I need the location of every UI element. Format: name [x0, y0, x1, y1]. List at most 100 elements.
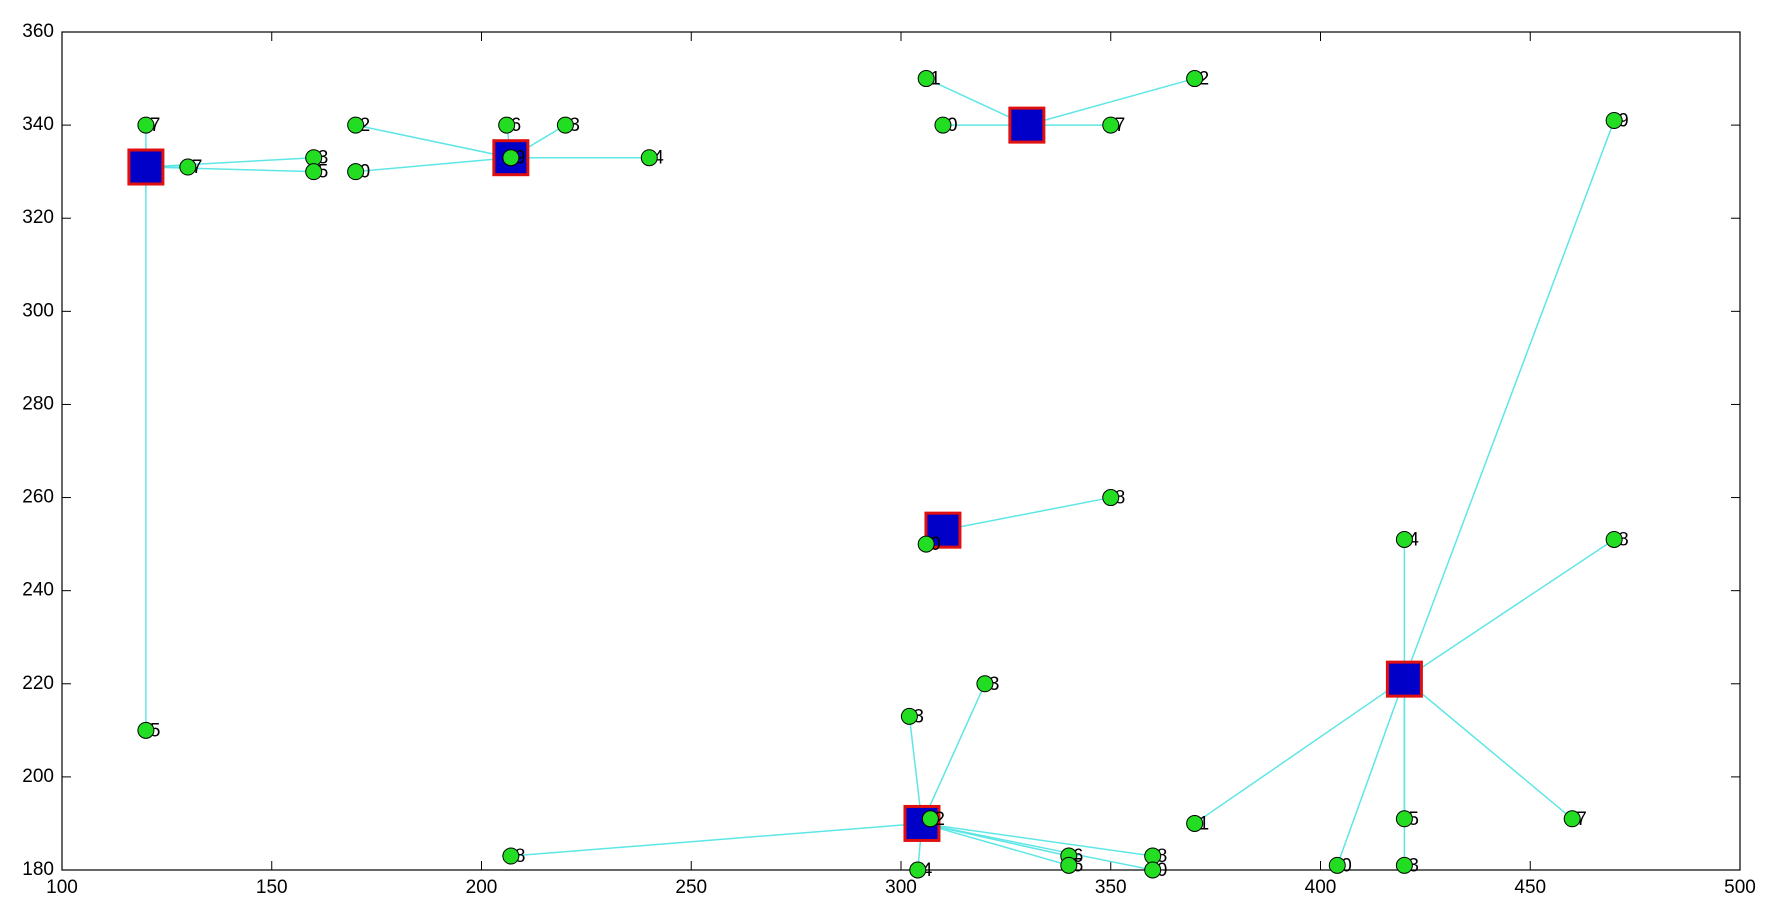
- link: [1403, 678, 1573, 820]
- x-tick-label: 150: [256, 877, 288, 898]
- y-tick-label: 340: [22, 114, 54, 135]
- link: [355, 124, 512, 159]
- point: [1144, 861, 1162, 879]
- point-label: 3: [1408, 855, 1419, 876]
- point-label: 1: [930, 69, 941, 90]
- point: [179, 158, 197, 176]
- point: [976, 675, 994, 693]
- point-label: 7: [192, 157, 203, 178]
- point-label: 3: [569, 115, 580, 136]
- link: [921, 822, 1153, 857]
- point: [1395, 856, 1413, 874]
- point-label: 0: [1341, 855, 1352, 876]
- y-tick-label: 280: [22, 393, 54, 414]
- point-label: 3: [989, 674, 1000, 695]
- point-label: 3: [318, 148, 329, 169]
- point: [1328, 856, 1346, 874]
- point: [556, 116, 574, 134]
- y-tick-label: 260: [22, 487, 54, 508]
- link: [1194, 678, 1405, 825]
- link: [1026, 77, 1195, 126]
- link: [510, 822, 923, 857]
- y-tick-label: 300: [22, 300, 54, 321]
- point: [1395, 810, 1413, 828]
- link: [145, 166, 314, 173]
- link: [921, 822, 1153, 871]
- point: [502, 149, 520, 167]
- cluster-center: [1385, 660, 1423, 698]
- point-label: 1: [1199, 813, 1210, 834]
- point: [137, 721, 155, 739]
- link: [355, 156, 511, 173]
- link: [1403, 120, 1615, 680]
- point: [917, 535, 935, 553]
- point: [934, 116, 952, 134]
- x-tick-label: 200: [466, 877, 498, 898]
- link: [921, 683, 986, 824]
- link: [1403, 538, 1615, 680]
- y-tick-label: 240: [22, 580, 54, 601]
- point-label: 2: [360, 115, 371, 136]
- point-label: 9: [1618, 110, 1629, 131]
- y-tick-label: 220: [22, 673, 54, 694]
- x-tick-label: 450: [1514, 877, 1546, 898]
- point: [502, 847, 520, 865]
- point-label: 9: [515, 148, 526, 169]
- link: [1336, 678, 1406, 866]
- point-label: 4: [653, 148, 664, 169]
- point: [640, 149, 658, 167]
- point: [917, 70, 935, 88]
- point: [1186, 70, 1204, 88]
- point-label: 8: [515, 846, 526, 867]
- plot-frame: [61, 31, 1741, 871]
- x-tick-label: 400: [1305, 877, 1337, 898]
- point: [305, 163, 323, 181]
- y-tick-label: 360: [22, 21, 54, 42]
- point: [909, 861, 927, 879]
- cluster-center: [1008, 106, 1046, 144]
- link: [921, 822, 1070, 867]
- point-label: 8: [1618, 529, 1629, 550]
- point-label: 2: [1199, 69, 1210, 90]
- y-tick-label: 180: [22, 859, 54, 880]
- link: [145, 156, 314, 168]
- point-label: 5: [150, 720, 161, 741]
- x-tick-label: 250: [675, 877, 707, 898]
- link: [942, 496, 1111, 531]
- point-label: 6: [511, 115, 522, 136]
- point-label: 0: [1157, 860, 1168, 881]
- point-label: 8: [1115, 488, 1126, 509]
- point-label: 5: [318, 162, 329, 183]
- point-label: 5: [1408, 809, 1419, 830]
- point-label: 7: [1115, 115, 1126, 136]
- x-tick-label: 300: [885, 877, 917, 898]
- point-label: 6: [1073, 846, 1084, 867]
- point-label: 5: [1073, 855, 1084, 876]
- point-label: 0: [930, 534, 941, 555]
- point: [921, 810, 939, 828]
- point-label: 3: [913, 706, 924, 727]
- point: [1605, 111, 1623, 129]
- x-tick-label: 350: [1095, 877, 1127, 898]
- point: [137, 116, 155, 134]
- point: [347, 163, 365, 181]
- point-label: 7: [1576, 809, 1587, 830]
- point: [1060, 856, 1078, 874]
- point: [347, 116, 365, 134]
- point-label: 7: [150, 115, 161, 136]
- y-tick-label: 320: [22, 207, 54, 228]
- point-label: 2: [934, 809, 945, 830]
- point: [1102, 489, 1120, 507]
- point-label: 8: [1157, 846, 1168, 867]
- x-tick-label: 500: [1724, 877, 1756, 898]
- point: [498, 116, 516, 134]
- point-label: 0: [947, 115, 958, 136]
- point: [1563, 810, 1581, 828]
- point: [1605, 530, 1623, 548]
- point: [1102, 116, 1120, 134]
- point: [1395, 530, 1413, 548]
- cluster-center: [127, 148, 165, 186]
- point-label: 4: [922, 860, 933, 881]
- point-label: 0: [360, 162, 371, 183]
- point: [900, 707, 918, 725]
